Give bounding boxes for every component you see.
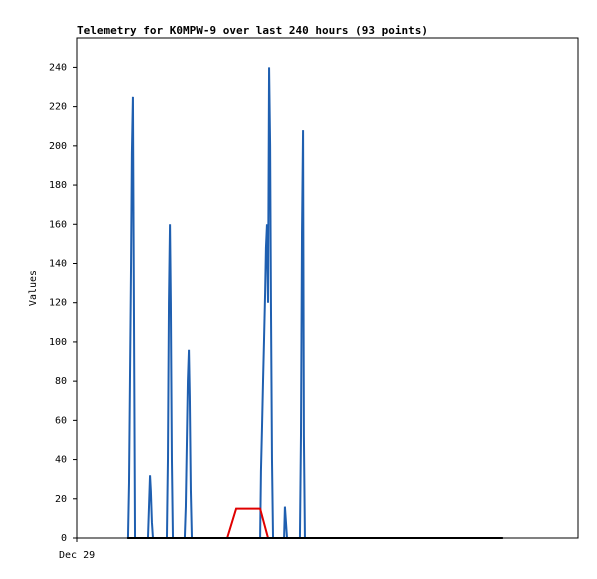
y-tick-label: 20: [55, 494, 67, 505]
y-tick-label: 0: [61, 533, 67, 544]
x-tick-label: Dec 29: [59, 550, 95, 561]
y-tick-label: 140: [49, 258, 67, 269]
y-tick-label: 160: [49, 219, 67, 230]
y-tick-label: 240: [49, 62, 67, 73]
y-tick-label: 80: [55, 376, 67, 387]
y-tick-label: 100: [49, 337, 67, 348]
series-line: [126, 67, 306, 539]
y-tick-label: 120: [49, 298, 67, 309]
y-tick-label: 220: [49, 102, 67, 113]
series-line: [226, 507, 269, 539]
y-tick-label: 60: [55, 415, 67, 426]
y-tick-label: 40: [55, 455, 67, 466]
chart-title: Telemetry for K0MPW-9 over last 240 hour…: [77, 24, 428, 37]
y-tick-label: 200: [49, 141, 67, 152]
y-tick-label: 180: [49, 180, 67, 191]
plot-frame: [76, 37, 579, 539]
y-axis-label: Values: [28, 270, 39, 306]
